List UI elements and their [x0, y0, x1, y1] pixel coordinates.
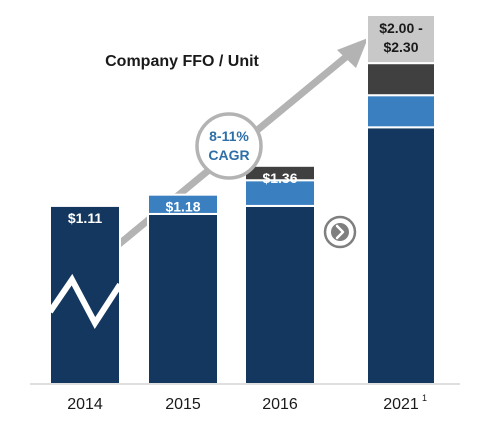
- x-tick-label-2014: 2014: [67, 396, 103, 413]
- bars-layer: $1.11 $1.18 $1.36 $2.00 - $2.30: [47, 14, 436, 385]
- bar-2015-segment-2: [147, 193, 219, 215]
- chart-title: Company FFO / Unit: [105, 53, 259, 70]
- bar-2016-segment-1: [244, 204, 316, 385]
- chevron-right-icon[interactable]: [323, 215, 357, 249]
- bar-value-label-2015: $1.18: [165, 199, 200, 215]
- bar-2021-segment-4: [366, 14, 436, 65]
- bar-value-label-2021-line-2: $2.30: [383, 39, 418, 55]
- bar-2021-segment-1: [366, 126, 436, 385]
- x-tick-label-2015: 2015: [165, 396, 201, 413]
- cagr-circle: [195, 112, 263, 180]
- cagr-badge: 8-11% CAGR: [195, 112, 263, 180]
- x-tick-label-2016: 2016: [262, 396, 298, 413]
- bar-value-label-2021-line-1: $2.00 -: [379, 20, 423, 36]
- x-axis-ticks: 2014 2015 2016 2021 1: [67, 393, 427, 413]
- bar-2015-segment-1: [147, 212, 219, 385]
- x-tick-footnote-2021: 1: [422, 393, 427, 403]
- bar-2021-segment-3: [366, 62, 436, 97]
- bar-value-label-2016: $1.36: [262, 170, 297, 186]
- cagr-line-1: 8-11%: [209, 128, 249, 144]
- cagr-line-2: CAGR: [208, 147, 249, 163]
- x-tick-label-2021: 2021: [383, 396, 419, 413]
- bar-value-label-2014: $1.11: [68, 210, 102, 226]
- bar-2021-segment-2: [366, 94, 436, 129]
- zigzag-mark: [47, 273, 123, 329]
